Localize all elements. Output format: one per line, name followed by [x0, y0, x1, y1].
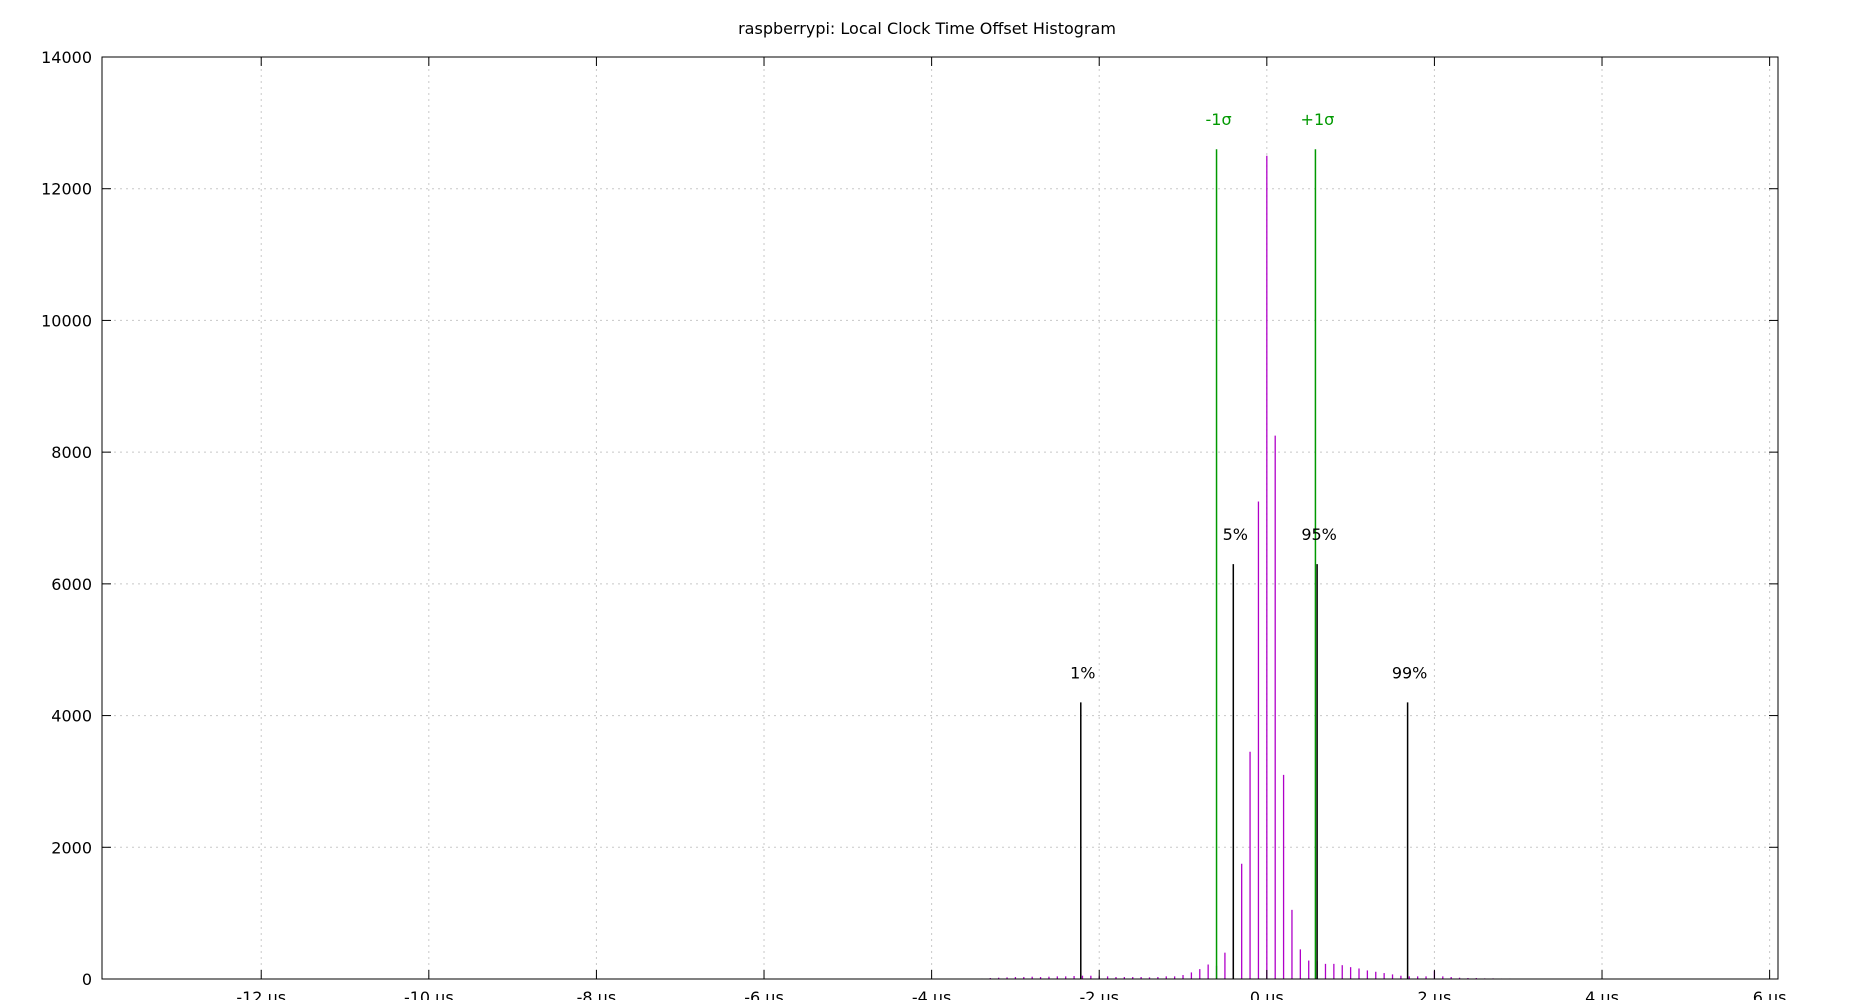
annotation-label: 95%: [1301, 525, 1337, 544]
annotation-label: +1σ: [1301, 110, 1335, 129]
y-tick-label: 10000: [41, 311, 92, 330]
x-tick-label: 0 µs: [1250, 988, 1284, 1000]
y-tick-label: 14000: [41, 48, 92, 67]
histogram-bars: [964, 155, 1570, 979]
y-tick-label: 6000: [51, 575, 92, 594]
annotation-label: 5%: [1223, 525, 1248, 544]
y-tick-label: 2000: [51, 838, 92, 857]
x-tick-label: -4 µs: [912, 988, 952, 1000]
plot-frame: [101, 56, 1779, 980]
y-tick-label: 8000: [51, 443, 92, 462]
x-tick-label: 2 µs: [1418, 988, 1452, 1000]
axis-tick-labels: -12 µs -10 µs -8 µs -6 µs -4 µs -2 µs 0 µs 2 µs…: [41, 48, 1786, 1000]
y-tick-label: 4000: [51, 707, 92, 726]
x-tick-label: -12 µs: [236, 988, 286, 1000]
x-tick-label: -2 µs: [1079, 988, 1119, 1000]
y-tick-label: 0: [82, 970, 92, 989]
axis-ticks: [102, 56, 1778, 980]
x-tick-label: -6 µs: [744, 988, 784, 1000]
x-tick-label: -10 µs: [404, 988, 454, 1000]
y-tick-label: 12000: [41, 180, 92, 199]
x-tick-label: 4 µs: [1585, 988, 1619, 1000]
annotation-label: 99%: [1392, 663, 1428, 682]
x-tick-label: 6 µs: [1753, 988, 1787, 1000]
x-tick-label: -8 µs: [577, 988, 617, 1000]
chart-title: raspberrypi: Local Clock Time Offset His…: [738, 19, 1116, 38]
annotation-lines: -1σ +1σ 1% 5% 95% 99%: [1070, 110, 1427, 979]
grid-lines: [102, 57, 1778, 979]
annotation-label: -1σ: [1205, 110, 1231, 129]
annotation-label: 1%: [1070, 663, 1095, 682]
